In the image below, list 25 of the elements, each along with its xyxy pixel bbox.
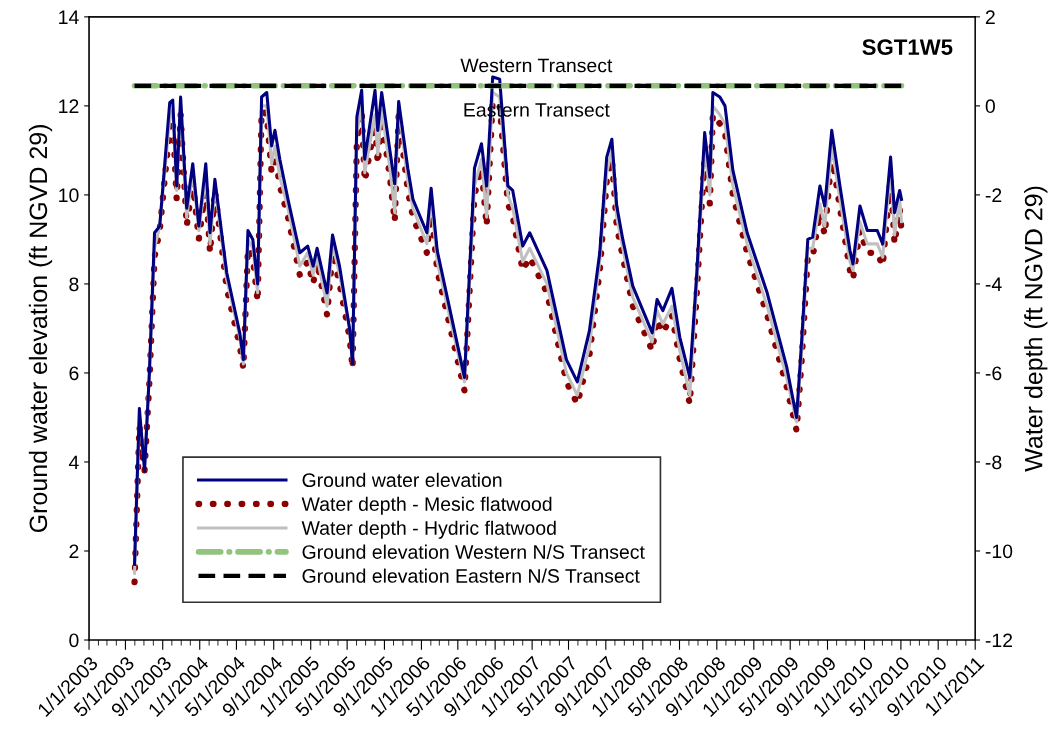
y-tick-label: 6 bbox=[69, 366, 79, 381]
legend-label: Ground water elevation bbox=[302, 472, 502, 488]
y-axis-title: Ground water elevation (ft NGVD 29) bbox=[28, 125, 53, 533]
legend-label: Water depth - Hydric flatwood bbox=[301, 520, 556, 539]
y2-tick-label: -10 bbox=[985, 544, 1013, 559]
y-tick-label: 10 bbox=[59, 188, 79, 203]
y2-tick-label: 0 bbox=[985, 99, 995, 114]
y-tick-label: 8 bbox=[69, 277, 79, 292]
y2-tick-label: -6 bbox=[985, 366, 1002, 381]
y2-tick-label: -4 bbox=[985, 277, 1002, 291]
y2-tick-label: 2 bbox=[985, 10, 995, 24]
y2-tick-label: -2 bbox=[985, 188, 1002, 202]
y-tick-label: 4 bbox=[68, 455, 79, 470]
y-tick-label: 12 bbox=[59, 99, 79, 113]
y2-tick-label: -12 bbox=[985, 633, 1013, 648]
legend-label: Water depth - Mesic flatwood bbox=[301, 496, 552, 515]
text: SGT1W5 bbox=[862, 39, 953, 55]
legend-label: Ground elevation Western N/S Transect bbox=[302, 544, 645, 559]
y-tick-label: 0 bbox=[69, 633, 79, 648]
annotation: Western Transect bbox=[460, 58, 613, 73]
y-tick-label: 2 bbox=[69, 544, 79, 559]
legend-label: Ground elevation Eastern N/S Transect bbox=[302, 568, 640, 583]
y-tick-label: 14 bbox=[59, 10, 79, 24]
y2-tick-label: -8 bbox=[985, 455, 1002, 470]
y2-axis-title: Water depth (ft NGVD 29) bbox=[1024, 186, 1048, 472]
